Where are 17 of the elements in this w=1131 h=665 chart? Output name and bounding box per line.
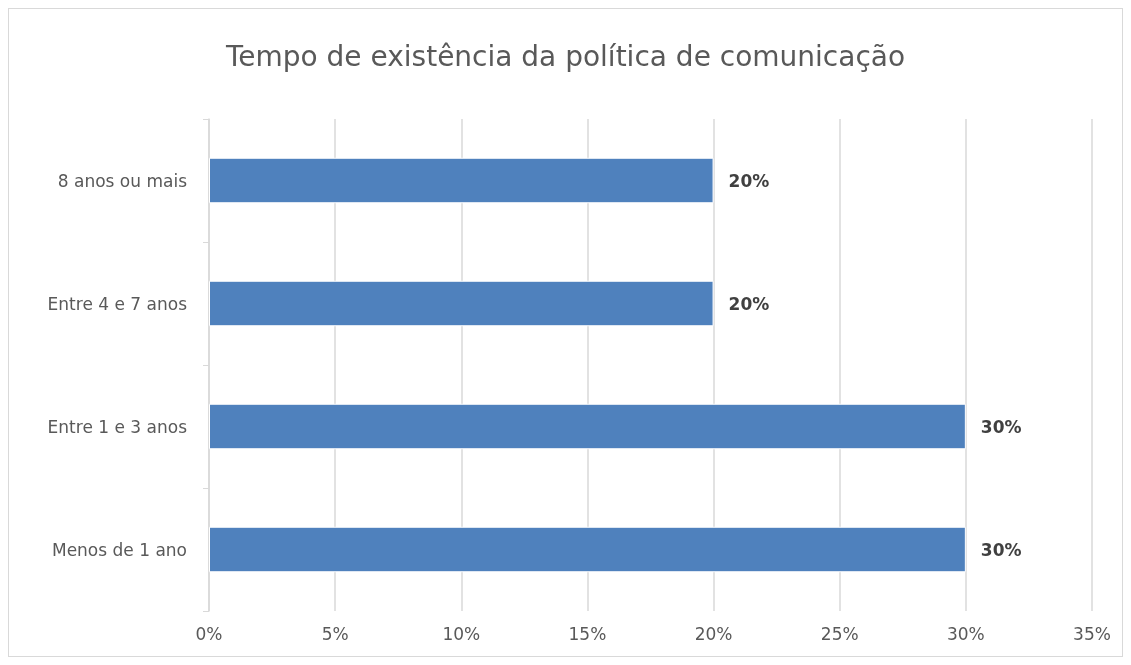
data-label: 20%: [728, 170, 770, 191]
x-tick-label: 15%: [568, 623, 607, 644]
data-label: 30%: [980, 539, 1022, 560]
y-tick-label: 8 anos ou mais: [57, 170, 188, 191]
x-tick-label: 10%: [442, 623, 481, 644]
y-tick-label: Entre 4 e 7 anos: [47, 293, 188, 314]
x-tick-label: 25%: [820, 623, 859, 644]
x-tick-label: 30%: [946, 623, 985, 644]
x-tick-label: 35%: [1073, 623, 1111, 644]
data-label: 20%: [728, 293, 770, 314]
x-tick-label: 0%: [195, 623, 223, 644]
x-tick-label: 5%: [321, 623, 349, 644]
y-tick-label: Entre 1 e 3 anos: [47, 416, 188, 437]
y-tick-label: Menos de 1 ano: [51, 539, 187, 560]
data-label: 30%: [980, 416, 1022, 437]
x-tick-label: 20%: [694, 623, 733, 644]
chart-title: Tempo de existência da política de comunicação: [224, 39, 906, 73]
